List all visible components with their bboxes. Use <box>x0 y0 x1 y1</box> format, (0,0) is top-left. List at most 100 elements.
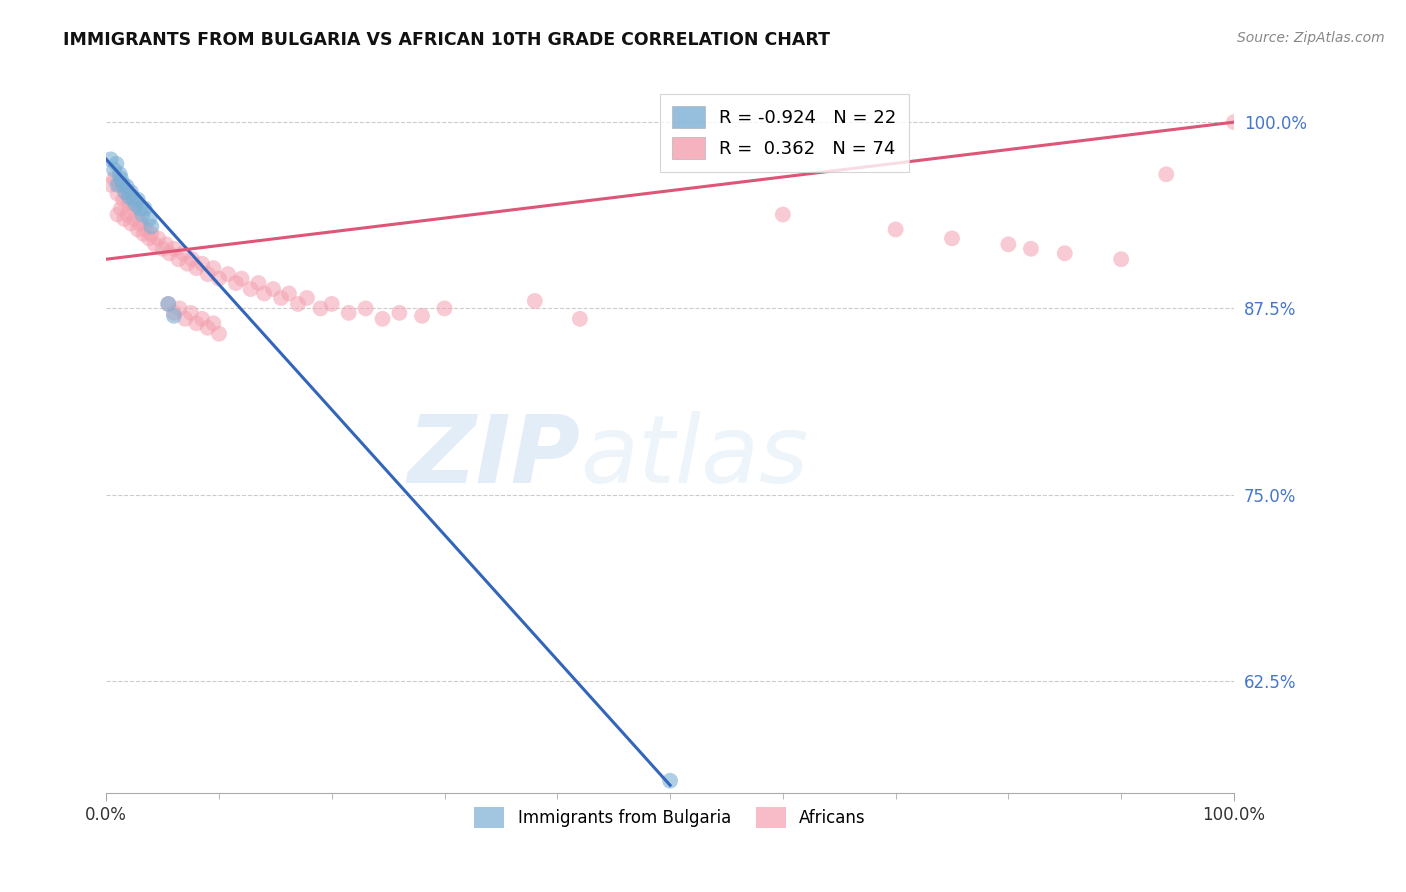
Point <box>225 276 247 290</box>
Point <box>217 267 239 281</box>
Point <box>337 306 360 320</box>
Point <box>523 293 546 308</box>
Point <box>163 306 186 320</box>
Point <box>138 212 160 227</box>
Point <box>103 171 125 186</box>
Point <box>157 297 180 311</box>
Text: Source: ZipAtlas.com: Source: ZipAtlas.com <box>1237 31 1385 45</box>
Point <box>169 301 191 316</box>
Point <box>131 207 153 221</box>
Point <box>321 297 343 311</box>
Point <box>174 311 197 326</box>
Point <box>197 267 219 281</box>
Text: atlas: atlas <box>579 411 808 502</box>
Point <box>433 301 456 316</box>
Point <box>110 202 132 216</box>
Point <box>112 212 135 227</box>
Point <box>155 237 177 252</box>
Point <box>270 291 292 305</box>
Point <box>354 301 377 316</box>
Point <box>107 207 129 221</box>
Point <box>141 227 163 241</box>
Point <box>208 271 231 285</box>
Point <box>129 202 152 216</box>
Point <box>112 178 135 192</box>
Point <box>997 237 1019 252</box>
Point <box>253 286 276 301</box>
Point <box>117 207 139 221</box>
Point <box>277 286 299 301</box>
Point <box>138 231 160 245</box>
Point <box>202 316 225 330</box>
Point <box>124 202 146 216</box>
Text: ZIP: ZIP <box>406 410 579 502</box>
Point <box>143 237 166 252</box>
Point <box>100 178 122 192</box>
Point <box>124 197 146 211</box>
Point <box>191 257 214 271</box>
Point <box>167 252 190 267</box>
Text: IMMIGRANTS FROM BULGARIA VS AFRICAN 10TH GRADE CORRELATION CHART: IMMIGRANTS FROM BULGARIA VS AFRICAN 10TH… <box>63 31 831 49</box>
Point <box>110 171 132 186</box>
Point <box>108 178 131 192</box>
Point <box>141 219 163 234</box>
Point <box>105 157 128 171</box>
Point <box>239 282 262 296</box>
Point <box>122 193 145 207</box>
Point <box>1053 246 1076 260</box>
Point <box>191 311 214 326</box>
Point <box>1154 167 1177 181</box>
Point <box>132 227 155 241</box>
Point <box>112 193 135 207</box>
Point <box>197 320 219 334</box>
Point <box>172 246 194 260</box>
Point <box>120 217 142 231</box>
Point <box>146 231 169 245</box>
Point <box>208 326 231 341</box>
Point <box>118 189 141 203</box>
Point <box>202 261 225 276</box>
Point <box>772 207 794 221</box>
Point <box>107 186 129 201</box>
Point <box>186 261 208 276</box>
Point <box>127 222 149 236</box>
Point <box>114 185 136 199</box>
Point <box>884 222 907 236</box>
Point <box>568 311 591 326</box>
Point <box>134 202 156 216</box>
Point <box>262 282 284 296</box>
Point <box>176 257 198 271</box>
Point <box>152 242 174 256</box>
Point <box>180 306 202 320</box>
Point <box>120 185 142 199</box>
Point <box>118 197 141 211</box>
Point <box>411 309 433 323</box>
Point <box>163 309 186 323</box>
Point <box>129 217 152 231</box>
Point <box>107 178 129 192</box>
Point <box>120 189 142 203</box>
Point <box>124 212 146 227</box>
Point <box>388 306 411 320</box>
Point <box>114 185 136 199</box>
Point <box>100 153 122 167</box>
Point <box>103 162 125 177</box>
Point <box>231 271 253 285</box>
Point <box>1019 242 1042 256</box>
Point <box>309 301 332 316</box>
Point <box>247 276 270 290</box>
Point <box>659 773 682 788</box>
Point <box>181 252 204 267</box>
Point <box>295 291 318 305</box>
Point <box>1109 252 1132 267</box>
Point <box>371 311 394 326</box>
Point <box>186 316 208 330</box>
Point <box>127 193 149 207</box>
Point <box>163 242 186 256</box>
Point <box>157 297 180 311</box>
Point <box>287 297 309 311</box>
Point <box>1223 115 1246 129</box>
Point <box>108 167 131 181</box>
Point <box>157 246 180 260</box>
Point <box>115 179 138 194</box>
